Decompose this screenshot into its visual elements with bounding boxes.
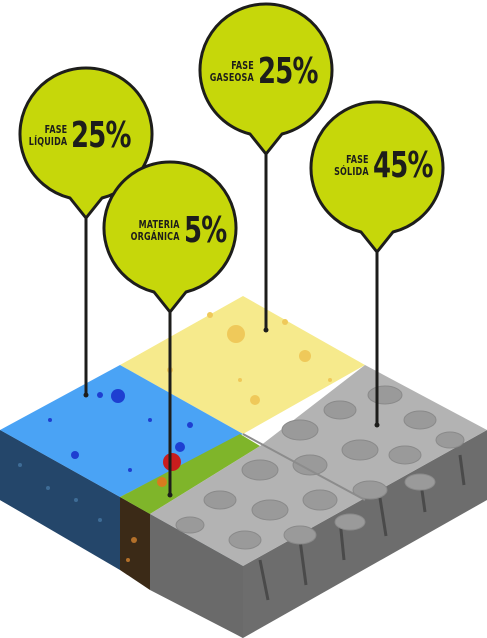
label-fase-gaseosa: FASE GASEOSA 25% bbox=[202, 54, 332, 90]
water-drops bbox=[48, 389, 193, 472]
label-materia-organica: MATERIA ORGÁNICA 5% bbox=[122, 213, 232, 249]
label-gaseosa-line2: GASEOSA bbox=[209, 72, 254, 84]
bubble-organica bbox=[102, 160, 238, 314]
air-region bbox=[120, 296, 365, 434]
block-left-side bbox=[0, 430, 243, 638]
label-liquida-line2: LÍQUIDA bbox=[28, 136, 68, 148]
label-organica-line2: ORGÁNICA bbox=[130, 231, 180, 243]
label-organica-percent: 5% bbox=[183, 210, 227, 251]
organic-orange-blob bbox=[157, 477, 167, 487]
air-bubbles bbox=[167, 312, 332, 405]
stone-pattern bbox=[175, 385, 465, 550]
pointer-dots bbox=[83, 327, 380, 498]
water-region bbox=[0, 365, 243, 497]
bubble-solida bbox=[309, 100, 445, 254]
label-solida-percent: 45% bbox=[372, 145, 433, 186]
label-gaseosa-percent: 25% bbox=[257, 51, 318, 92]
label-solida-line1: FASE bbox=[346, 154, 369, 166]
pointer-lines bbox=[84, 152, 379, 495]
bubble-liquida bbox=[18, 66, 154, 220]
bubble-gaseosa bbox=[198, 2, 334, 156]
label-fase-solida: FASE SÓLIDA 45% bbox=[328, 148, 448, 184]
organic-red-blob bbox=[163, 453, 181, 471]
label-gaseosa-line1: FASE bbox=[231, 60, 254, 72]
label-liquida-percent: 25% bbox=[71, 115, 131, 156]
label-fase-liquida: FASE LÍQUIDA 25% bbox=[22, 118, 152, 154]
label-solida-line2: SÓLIDA bbox=[334, 166, 369, 178]
organic-region bbox=[120, 434, 260, 514]
label-organica-line1: MATERIA bbox=[138, 219, 180, 231]
label-liquida-line1: FASE bbox=[44, 124, 68, 136]
